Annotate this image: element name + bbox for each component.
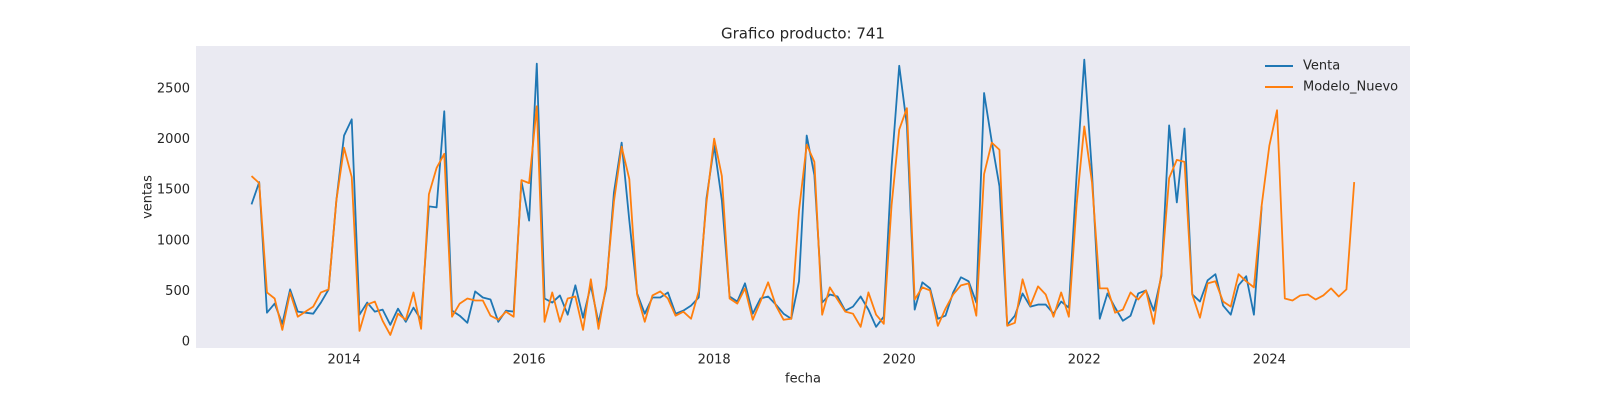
y-tick-label: 0 [182,335,190,350]
x-tick-label: 2022 [1068,353,1101,368]
x-axis-label: fecha [785,372,821,387]
chart-title: Grafico producto: 741 [721,25,885,43]
y-tick-label: 1500 [157,183,190,198]
x-tick-label: 2024 [1253,353,1286,368]
y-tick-label: 2000 [157,132,190,147]
legend-label: Modelo_Nuevo [1303,80,1398,95]
y-tick-label: 2500 [157,82,190,97]
series-line [250,105,1356,336]
y-tick-label: 500 [165,284,190,299]
x-tick-label: 2016 [513,353,546,368]
x-tick-label: 2020 [883,353,916,368]
y-axis-label: ventas [141,175,156,219]
legend-label: Venta [1303,59,1340,74]
x-tick-label: 2014 [328,353,361,368]
x-tick-label: 2018 [698,353,731,368]
y-tick-label: 1000 [157,233,190,248]
